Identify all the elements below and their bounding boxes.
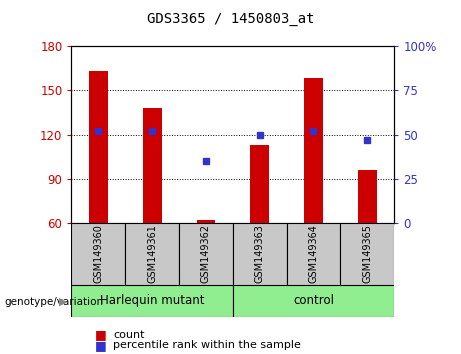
Bar	[196, 220, 215, 223]
Text: count: count	[113, 330, 144, 339]
Bar	[143, 108, 161, 223]
Bar	[287, 223, 340, 285]
Text: GSM149363: GSM149363	[254, 224, 265, 284]
Bar	[71, 285, 233, 317]
Text: GSM149364: GSM149364	[308, 224, 319, 284]
Text: ■: ■	[95, 328, 106, 341]
Text: Harlequin mutant: Harlequin mutant	[100, 295, 204, 307]
Text: ▶: ▶	[59, 297, 68, 307]
Bar	[250, 145, 269, 223]
Bar	[358, 170, 377, 223]
Text: ■: ■	[95, 339, 106, 352]
Text: GDS3365 / 1450803_at: GDS3365 / 1450803_at	[147, 12, 314, 27]
Text: GSM149362: GSM149362	[201, 224, 211, 284]
Text: GSM149365: GSM149365	[362, 224, 372, 284]
Bar	[179, 223, 233, 285]
Text: control: control	[293, 295, 334, 307]
Bar	[233, 285, 394, 317]
Bar	[304, 79, 323, 223]
Bar	[233, 223, 287, 285]
Text: GSM149361: GSM149361	[147, 224, 157, 284]
Text: percentile rank within the sample: percentile rank within the sample	[113, 340, 301, 350]
Bar	[125, 223, 179, 285]
Text: genotype/variation: genotype/variation	[5, 297, 104, 307]
Text: GSM149360: GSM149360	[93, 224, 103, 284]
Bar	[71, 223, 125, 285]
Bar	[340, 223, 394, 285]
Bar	[89, 71, 108, 223]
